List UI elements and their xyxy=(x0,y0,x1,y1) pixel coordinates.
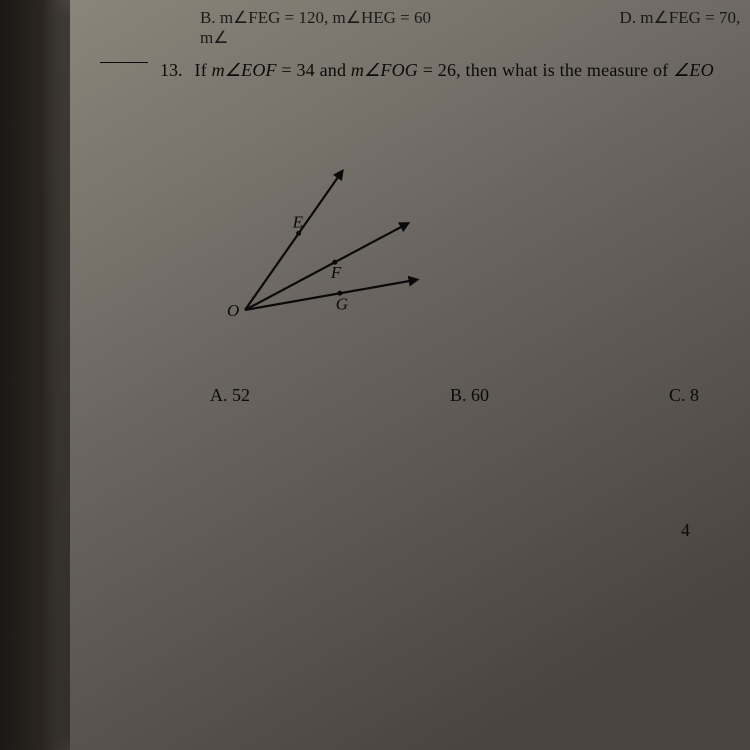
answer-options: A. 52 B. 60 C. 8 xyxy=(210,385,730,406)
stray-number: 4 xyxy=(681,520,690,541)
option-a: A. 52 xyxy=(210,385,250,406)
angle-diagram: E FG O xyxy=(220,130,500,360)
svg-text:O: O xyxy=(227,301,239,320)
question-13: 13. If m∠EOF = 34 and m∠FOG = 26, then w… xyxy=(160,60,750,81)
question-text: If m∠EOF = 34 and m∠FOG = 26, then what … xyxy=(195,60,714,81)
option-b: B. 60 xyxy=(450,385,489,406)
page-shadow xyxy=(0,0,70,750)
svg-text:E: E xyxy=(292,212,304,231)
diagram-svg: E FG O xyxy=(220,130,500,360)
question-number: 13. xyxy=(160,60,183,81)
previous-question-fragment: B. m∠FEG = 120, m∠HEG = 60 D. m∠FEG = 70… xyxy=(200,8,750,48)
svg-text:F: F xyxy=(330,263,342,282)
option-c: C. 8 xyxy=(669,385,699,406)
fragment-left: B. m∠FEG = 120, m∠HEG = 60 xyxy=(200,8,431,27)
answer-blank-line xyxy=(100,62,148,63)
worksheet-page: B. m∠FEG = 120, m∠HEG = 60 D. m∠FEG = 70… xyxy=(70,0,750,750)
svg-text:G: G xyxy=(336,294,348,313)
